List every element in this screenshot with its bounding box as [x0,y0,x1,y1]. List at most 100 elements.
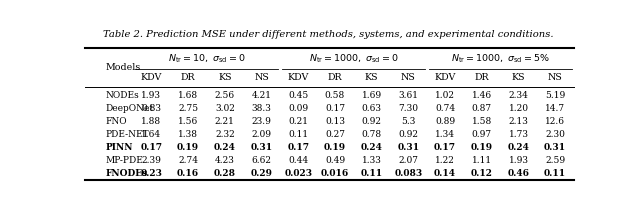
Text: 1.69: 1.69 [362,91,381,100]
Text: 38.3: 38.3 [252,104,271,113]
Text: 0.023: 0.023 [284,169,312,178]
Text: 4.23: 4.23 [215,156,235,165]
Text: 3.02: 3.02 [215,104,235,113]
Text: 0.083: 0.083 [394,169,422,178]
Text: 0.016: 0.016 [321,169,349,178]
Text: 1.22: 1.22 [435,156,455,165]
Text: 5.19: 5.19 [545,91,565,100]
Text: KDV: KDV [287,73,309,82]
Text: 0.87: 0.87 [472,104,492,113]
Text: 2.21: 2.21 [215,117,235,126]
Text: FNODEs: FNODEs [105,169,147,178]
Text: 1.88: 1.88 [141,117,161,126]
Text: 2.32: 2.32 [215,130,235,139]
Text: $N_{\rm tr} = 10,\ \sigma_{\rm sd} = 0$: $N_{\rm tr} = 10,\ \sigma_{\rm sd} = 0$ [168,53,245,65]
Text: 1.58: 1.58 [472,117,492,126]
Text: 2.75: 2.75 [178,104,198,113]
Text: 1.93: 1.93 [141,91,161,100]
Text: 0.49: 0.49 [325,156,345,165]
Text: 0.92: 0.92 [398,130,419,139]
Text: 2.56: 2.56 [215,91,235,100]
Text: 0.09: 0.09 [288,104,308,113]
Text: 1.46: 1.46 [472,91,492,100]
Text: 0.92: 0.92 [362,117,381,126]
Text: 0.19: 0.19 [177,143,199,152]
Text: KDV: KDV [435,73,456,82]
Text: KDV: KDV [141,73,162,82]
Text: 1.56: 1.56 [178,117,198,126]
Text: 1.38: 1.38 [178,130,198,139]
Text: KS: KS [218,73,232,82]
Text: NS: NS [401,73,416,82]
Text: DR: DR [328,73,342,82]
Text: KS: KS [511,73,525,82]
Text: 1.34: 1.34 [435,130,455,139]
Text: $N_{\rm tr} = 1000,\ \sigma_{\rm sd} = 0$: $N_{\rm tr} = 1000,\ \sigma_{\rm sd} = 0… [308,53,398,65]
Text: 23.9: 23.9 [252,117,271,126]
Text: 2.74: 2.74 [178,156,198,165]
Text: 1.20: 1.20 [508,104,529,113]
Text: 0.11: 0.11 [544,169,566,178]
Text: 0.19: 0.19 [324,143,346,152]
Text: 2.39: 2.39 [141,156,161,165]
Text: 0.24: 0.24 [508,143,529,152]
Text: 0.44: 0.44 [288,156,308,165]
Text: 3.61: 3.61 [398,91,419,100]
Text: 0.19: 0.19 [470,143,493,152]
Text: $N_{\rm tr} = 1000,\ \sigma_{\rm sd} = 5\%$: $N_{\rm tr} = 1000,\ \sigma_{\rm sd} = 5… [451,53,549,65]
Text: 0.97: 0.97 [472,130,492,139]
Text: 1.73: 1.73 [508,130,529,139]
Text: MP-PDE: MP-PDE [105,156,143,165]
Text: NS: NS [548,73,563,82]
Text: 4.21: 4.21 [252,91,271,100]
Text: 0.17: 0.17 [434,143,456,152]
Text: NODEs: NODEs [105,91,139,100]
Text: 0.29: 0.29 [250,169,273,178]
Text: 0.17: 0.17 [325,104,345,113]
Text: FNO: FNO [105,117,127,126]
Text: 1.02: 1.02 [435,91,455,100]
Text: 0.63: 0.63 [362,104,381,113]
Text: 0.31: 0.31 [397,143,419,152]
Text: 0.16: 0.16 [177,169,199,178]
Text: 0.28: 0.28 [214,169,236,178]
Text: 0.46: 0.46 [508,169,529,178]
Text: 0.74: 0.74 [435,104,455,113]
Text: DeepONet: DeepONet [105,104,154,113]
Text: 0.31: 0.31 [544,143,566,152]
Text: DR: DR [181,73,195,82]
Text: 2.09: 2.09 [252,130,271,139]
Text: 1.33: 1.33 [362,156,381,165]
Text: 0.12: 0.12 [471,169,493,178]
Text: 0.24: 0.24 [214,143,236,152]
Text: 1.11: 1.11 [472,156,492,165]
Text: 0.21: 0.21 [288,117,308,126]
Text: 0.17: 0.17 [140,143,163,152]
Text: 2.07: 2.07 [398,156,419,165]
Text: 0.24: 0.24 [361,143,383,152]
Text: 0.23: 0.23 [140,169,163,178]
Text: 0.31: 0.31 [250,143,273,152]
Text: 0.13: 0.13 [325,117,345,126]
Text: PDE-NET: PDE-NET [105,130,148,139]
Text: PINN: PINN [105,143,132,152]
Text: 0.14: 0.14 [434,169,456,178]
Text: 0.17: 0.17 [287,143,309,152]
Text: Models: Models [105,63,140,72]
Text: 2.59: 2.59 [545,156,565,165]
Text: NS: NS [254,73,269,82]
Text: 0.58: 0.58 [325,91,345,100]
Text: 2.30: 2.30 [545,130,565,139]
Text: 0.27: 0.27 [325,130,345,139]
Text: 5.3: 5.3 [401,117,415,126]
Text: DR: DR [474,73,489,82]
Text: 2.13: 2.13 [509,117,529,126]
Text: 0.89: 0.89 [435,117,455,126]
Text: 1.93: 1.93 [508,156,529,165]
Text: 0.83: 0.83 [141,104,161,113]
Text: 0.11: 0.11 [360,169,383,178]
Text: 0.11: 0.11 [288,130,308,139]
Text: 1.68: 1.68 [178,91,198,100]
Text: KS: KS [365,73,378,82]
Text: 12.6: 12.6 [545,117,565,126]
